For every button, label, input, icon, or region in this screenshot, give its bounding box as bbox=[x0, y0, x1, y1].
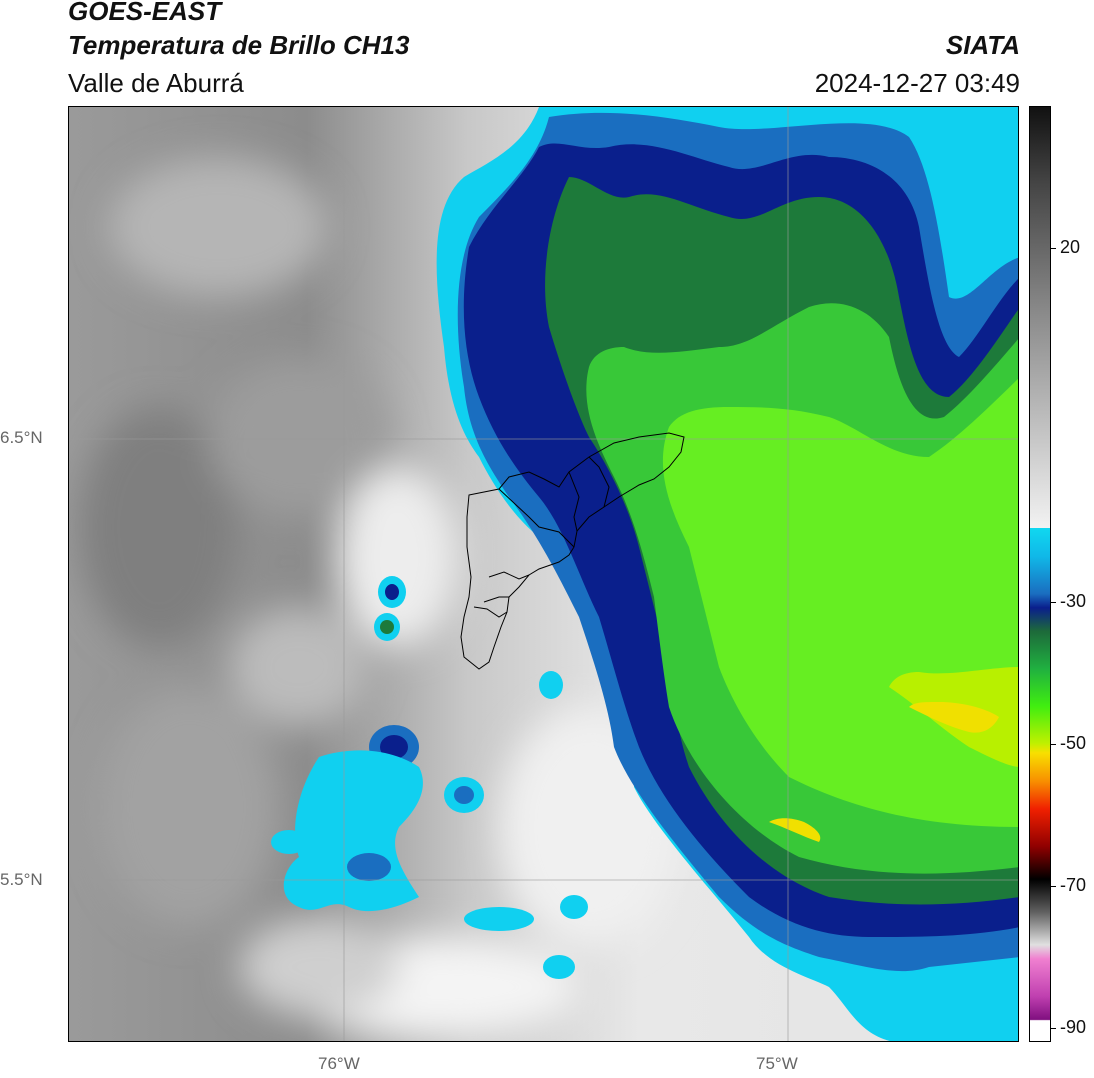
colorbar-gradient bbox=[1030, 107, 1050, 1041]
colorbar-tick-label: -50 bbox=[1060, 733, 1087, 754]
cold-cloud-mass bbox=[436, 107, 1018, 1041]
colorbar-tick-label: -90 bbox=[1060, 1016, 1087, 1037]
colorbar-tick-mark bbox=[1051, 886, 1056, 887]
timestamp-label: 2024-12-27 03:49 bbox=[814, 68, 1020, 98]
region-title: Valle de Aburrá bbox=[68, 68, 244, 98]
satellite-title: GOES-EAST bbox=[68, 0, 222, 26]
gridlines bbox=[69, 107, 1018, 1041]
product-title: Temperatura de Brillo CH13 bbox=[68, 30, 410, 60]
colorbar-tick-label: 20 bbox=[1060, 236, 1081, 257]
colorbar-tick-mark bbox=[1051, 247, 1056, 249]
colorbar-tick-mark bbox=[1051, 744, 1056, 746]
small-cold-cells bbox=[271, 576, 588, 979]
gray-cloud-texture bbox=[79, 107, 1018, 1037]
lon-label-75w: 75°W bbox=[756, 1054, 798, 1073]
colorbar-tick-label: -30 bbox=[1060, 591, 1087, 612]
lon-label-76w: 76°W bbox=[318, 1054, 360, 1073]
lat-label-6-5n: 6.5°N bbox=[0, 428, 43, 447]
municipality-boundaries bbox=[460, 432, 685, 670]
map-canvas bbox=[69, 107, 1018, 1041]
brightness-temperature-map bbox=[68, 106, 1019, 1042]
lat-label-5-5n: 5.5°N bbox=[0, 870, 43, 889]
colorbar-tick-mark bbox=[1051, 1027, 1056, 1029]
colorbar bbox=[1029, 106, 1051, 1042]
source-label: SIATA bbox=[945, 30, 1020, 60]
colorbar-tick-label: -70 bbox=[1060, 875, 1087, 895]
colorbar-tick-mark bbox=[1051, 602, 1056, 604]
